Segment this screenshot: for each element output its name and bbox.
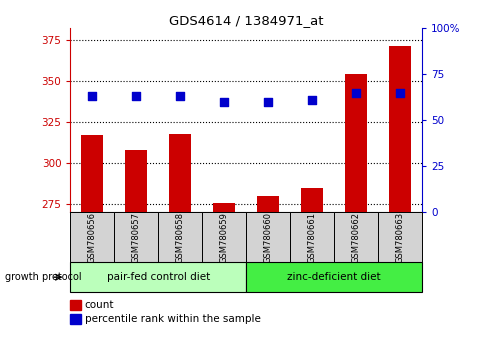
Text: GSM780656: GSM780656 — [88, 212, 97, 263]
FancyBboxPatch shape — [245, 212, 289, 262]
Bar — [70, 300, 81, 310]
Bar — [125, 150, 147, 212]
Bar — [301, 188, 322, 212]
Text: count: count — [85, 300, 114, 310]
Text: GSM780661: GSM780661 — [307, 212, 316, 263]
Text: percentile rank within the sample: percentile rank within the sample — [85, 314, 260, 324]
Point — [307, 97, 315, 103]
FancyBboxPatch shape — [333, 212, 377, 262]
Bar — [81, 135, 103, 212]
Text: GSM780663: GSM780663 — [394, 212, 404, 263]
Point — [351, 90, 359, 96]
FancyBboxPatch shape — [158, 212, 202, 262]
Bar — [344, 74, 366, 212]
Title: GDS4614 / 1384971_at: GDS4614 / 1384971_at — [168, 14, 323, 27]
Text: zinc-deficient diet: zinc-deficient diet — [287, 272, 380, 282]
FancyBboxPatch shape — [377, 212, 421, 262]
Point — [176, 93, 184, 99]
Text: pair-fed control diet: pair-fed control diet — [106, 272, 210, 282]
Bar — [257, 196, 278, 212]
FancyBboxPatch shape — [70, 262, 245, 292]
Bar — [388, 46, 410, 212]
Text: GSM780662: GSM780662 — [351, 212, 360, 263]
FancyBboxPatch shape — [70, 212, 114, 262]
FancyBboxPatch shape — [114, 212, 158, 262]
FancyBboxPatch shape — [245, 262, 421, 292]
Text: GSM780658: GSM780658 — [175, 212, 184, 263]
Text: growth protocol: growth protocol — [5, 272, 81, 282]
FancyBboxPatch shape — [202, 212, 245, 262]
Point — [220, 99, 227, 105]
Bar — [213, 202, 235, 212]
Point — [395, 90, 403, 96]
Text: GSM780659: GSM780659 — [219, 212, 228, 263]
Point — [88, 93, 96, 99]
Point — [132, 93, 140, 99]
Bar — [70, 314, 81, 324]
Text: GSM780660: GSM780660 — [263, 212, 272, 263]
Point — [264, 99, 272, 105]
Bar — [169, 133, 191, 212]
FancyBboxPatch shape — [289, 212, 333, 262]
Text: GSM780657: GSM780657 — [132, 212, 140, 263]
